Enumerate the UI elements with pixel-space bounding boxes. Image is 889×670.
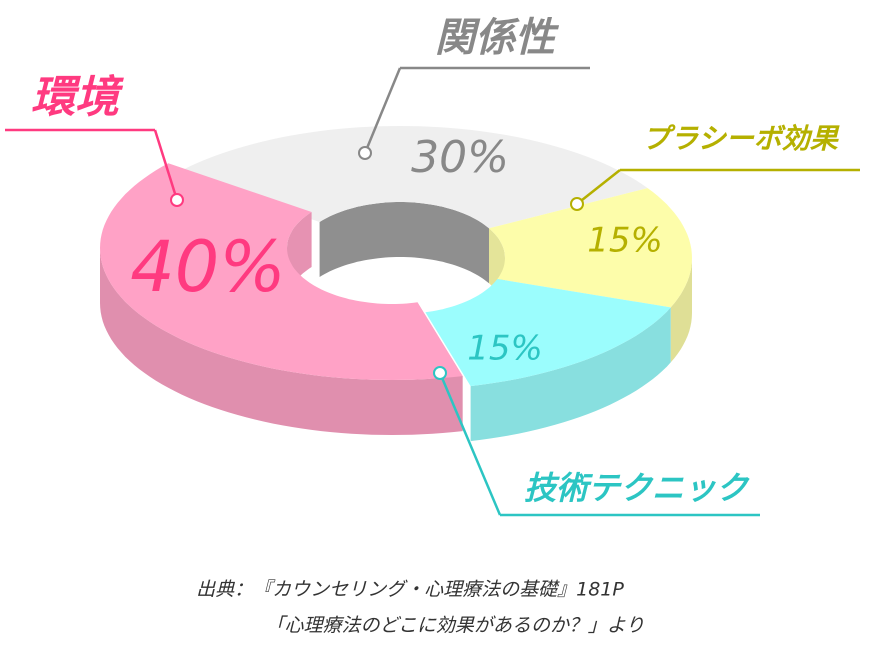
slice-inner-side: [319, 202, 489, 284]
leader-line: [438, 372, 502, 516]
slice: [425, 279, 671, 442]
value-label: 15%: [467, 329, 543, 369]
slice-top: [489, 188, 692, 308]
leader-dot: [570, 197, 584, 211]
category-label: 関係性: [435, 15, 560, 61]
slice-top: [100, 163, 463, 380]
value-label: 30%: [411, 132, 509, 183]
slice-outer-side: [670, 258, 692, 363]
leader-line: [153, 129, 179, 201]
slice: [176, 126, 648, 284]
leader-dot: [358, 146, 372, 160]
slice-top: [425, 279, 671, 387]
source-line: 出典：『カウンセリング・心理療法の基礎』181P: [196, 579, 624, 601]
value-label: 40%: [130, 226, 286, 308]
leader-dot: [433, 366, 447, 380]
leader-line: [576, 169, 621, 205]
leader-dot: [170, 193, 184, 207]
category-label: 技術テクニック: [524, 469, 750, 507]
slice-top: [176, 126, 648, 229]
category-label: プラシーボ効果: [642, 122, 839, 155]
leader-line: [363, 67, 402, 154]
source-line: 「心理療法のどこに効果があるのか？」より: [265, 615, 644, 637]
category-label: 環境: [31, 72, 124, 123]
slice-outer-side: [470, 307, 671, 442]
value-label: 15%: [587, 221, 663, 261]
slice-outer-side: [100, 248, 463, 435]
